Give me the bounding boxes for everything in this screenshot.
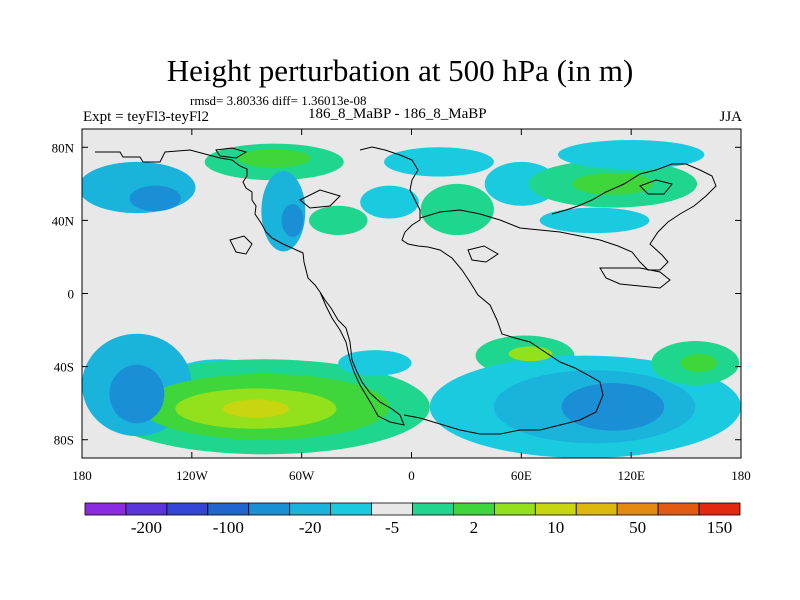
y-tick-label-4: 80S <box>54 433 74 448</box>
season-label: JJA <box>719 109 742 125</box>
colorbar-label-7: 150 <box>707 518 733 537</box>
y-tick-label-3: 40S <box>54 360 74 375</box>
colorbar-label-2: -20 <box>299 518 322 537</box>
contour-region-18 <box>572 172 654 195</box>
y-tick-label-1: 40N <box>52 213 75 228</box>
colorbar-swatch-12 <box>575 502 618 516</box>
coastline-10 <box>639 179 673 195</box>
colorbar-swatch-3 <box>207 502 250 516</box>
contour-region-3 <box>420 183 494 236</box>
contour-region-25 <box>109 364 165 424</box>
contour-region-28 <box>561 383 665 431</box>
coastline-7 <box>215 147 248 159</box>
colorbar-label-5: 10 <box>547 518 564 537</box>
contour-region-16 <box>237 149 311 168</box>
colorbar-swatch-1 <box>125 502 168 516</box>
colorbar-swatch-13 <box>616 502 659 516</box>
coastline-3 <box>359 146 429 248</box>
colorbar-swatch-9 <box>453 502 495 516</box>
contour-region-29 <box>222 399 289 418</box>
colorbar-label-6: 50 <box>629 518 646 537</box>
contour-region-1 <box>308 205 368 236</box>
x-tick-label-0: 180 <box>72 468 92 483</box>
colorbar-swatch-0 <box>84 502 127 516</box>
colorbar-swatch-10 <box>493 502 536 516</box>
contour-region-22 <box>680 353 718 373</box>
colorbar-swatch-5 <box>289 502 332 516</box>
colorbar-label-0: -200 <box>131 518 162 537</box>
page-title: Height perturbation at 500 hPa (in m) <box>166 53 634 88</box>
coastline-0 <box>95 149 321 293</box>
x-tick-label-4: 60E <box>511 468 532 483</box>
coastline-4 <box>419 163 717 271</box>
y-tick-label-2: 0 <box>68 287 75 302</box>
y-tick-label-0: 80N <box>52 140 75 155</box>
colorbar-swatch-15 <box>698 502 741 516</box>
colorbar-swatch-11 <box>534 502 577 516</box>
colorbar-label-3: -5 <box>385 518 399 537</box>
colorbar-swatch-14 <box>657 502 700 516</box>
case-label: 186_8_MaBP - 186_8_MaBP <box>308 106 487 122</box>
coastline-2 <box>403 246 604 435</box>
contour-region-27 <box>508 346 553 362</box>
colorbar-swatch-6 <box>330 502 372 516</box>
coastline-6 <box>229 235 253 255</box>
stats-line: rmsd= 3.80336 diff= 1.36013e-08 <box>190 93 367 108</box>
x-tick-label-6: 180 <box>731 468 751 483</box>
contour-region-8 <box>539 207 650 234</box>
colorbar-swatch-7 <box>371 502 413 516</box>
coastline-5 <box>599 267 671 289</box>
contour-region-7 <box>557 139 705 170</box>
x-tick-label-2: 60W <box>289 468 315 483</box>
contour-region-2 <box>360 185 419 219</box>
coastline-1 <box>319 291 405 426</box>
colorbar-label-4: 2 <box>470 518 479 537</box>
coastline-8 <box>299 189 341 209</box>
colorbar-swatch-4 <box>248 502 291 516</box>
x-tick-label-3: 0 <box>408 468 415 483</box>
x-tick-label-1: 120W <box>176 468 209 483</box>
colorbar-swatch-2 <box>166 502 209 516</box>
experiment-label: Expt = teyFl3-teyFl2 <box>83 109 209 125</box>
colorbar-label-1: -100 <box>213 518 244 537</box>
coastline-9 <box>467 245 499 263</box>
contour-region-4 <box>384 147 494 177</box>
x-tick-label-5: 120E <box>617 468 645 483</box>
colorbar-swatch-8 <box>412 502 454 516</box>
contour-region-11 <box>338 350 412 376</box>
contour-region-24 <box>281 203 304 237</box>
contour-region-23 <box>129 185 181 212</box>
